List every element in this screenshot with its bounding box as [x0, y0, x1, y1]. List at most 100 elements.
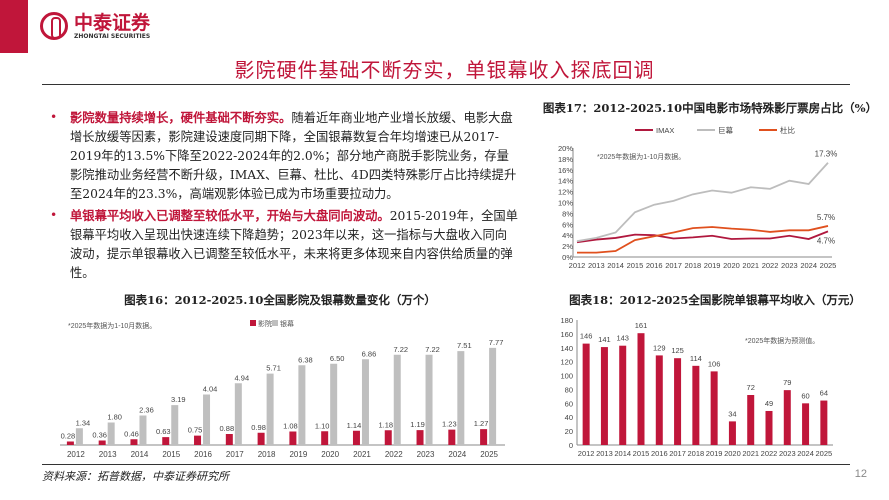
- y-tick-label: 40: [565, 413, 573, 422]
- bar: [783, 390, 791, 445]
- x-tick-label: 2019: [289, 450, 307, 459]
- data-label: 1.27: [474, 419, 489, 428]
- data-label: 6.38: [298, 355, 313, 364]
- x-tick-label: 2020: [723, 261, 740, 270]
- bar-银幕: [75, 428, 83, 445]
- legend-swatch: [272, 320, 278, 326]
- data-label: 2.36: [139, 406, 154, 415]
- y-tick-label: 80: [565, 385, 573, 394]
- x-tick-label: 2021: [742, 261, 759, 270]
- series-line-巨幕: [576, 162, 829, 243]
- y-tick-label: 160: [560, 330, 573, 339]
- x-tick-label: 2018: [688, 449, 705, 458]
- bar: [820, 400, 828, 445]
- data-label: 49: [765, 399, 773, 408]
- data-label: 60: [801, 391, 809, 400]
- data-label: 4.04: [203, 385, 218, 394]
- data-label: 161: [635, 321, 648, 330]
- bar-影院: [416, 430, 424, 445]
- end-data-label: 5.7%: [817, 213, 835, 222]
- data-label: 1.19: [410, 420, 425, 429]
- legend-label: 杜比: [780, 125, 795, 135]
- data-label: 7.22: [393, 345, 408, 354]
- x-tick-label: 2014: [131, 450, 149, 459]
- data-label: 6.50: [330, 354, 345, 363]
- bar: [710, 371, 718, 445]
- x-tick-label: 2015: [162, 450, 180, 459]
- x-tick-label: 2019: [706, 449, 723, 458]
- chart17-line-chart: 0% 2% 4% 6% 8%10% 12% 14% 16% 18% 20% 2012 2013 2014…: [558, 125, 837, 270]
- x-tick-label: 2014: [614, 449, 631, 458]
- bar-银幕: [361, 359, 369, 445]
- data-label: 5.71: [266, 364, 281, 373]
- data-label: 7.51: [457, 341, 472, 350]
- data-label: 129: [653, 343, 666, 352]
- page-number: 12: [854, 468, 867, 480]
- x-tick-label: 2017: [665, 261, 682, 270]
- x-tick-label: 2014: [607, 261, 624, 270]
- bar: [802, 403, 810, 445]
- y-tick-label: 20%: [558, 144, 573, 153]
- bar: [747, 395, 755, 445]
- series-line-IMAX: [576, 230, 829, 244]
- x-tick-label: 2023: [779, 449, 796, 458]
- x-tick-label: 2022: [762, 261, 779, 270]
- data-label: 125: [671, 346, 684, 355]
- bar: [674, 358, 682, 445]
- data-label: 0.88: [220, 424, 235, 433]
- y-tick-label: 20: [565, 427, 573, 436]
- y-tick-label: 140: [560, 344, 573, 353]
- bar-银幕: [425, 354, 433, 445]
- legend-swatch: [250, 320, 256, 326]
- bar-银幕: [203, 394, 211, 445]
- bar-影院: [66, 441, 74, 445]
- data-label: 141: [598, 335, 611, 344]
- bar-影院: [257, 432, 265, 445]
- bar-影院: [321, 431, 329, 445]
- data-label: 79: [783, 378, 791, 387]
- bar: [692, 365, 700, 445]
- bullet-2-text: 2015-2019年，全国单银幕平均收入呈现出快速连续下降趋势；2023年以来，…: [70, 209, 518, 280]
- data-label: 64: [820, 389, 828, 398]
- data-label: 1.18: [378, 420, 393, 429]
- bar-银幕: [330, 363, 338, 445]
- bar: [765, 410, 773, 445]
- x-tick-label: 2018: [685, 261, 702, 270]
- x-tick-label: 2025: [816, 449, 833, 458]
- data-label: 6.86: [362, 349, 377, 358]
- y-tick-label: 12%: [558, 188, 573, 197]
- chart-note: *2025年数据为1-10月数据。: [597, 152, 685, 161]
- data-label: 1.08: [283, 422, 298, 431]
- bullet-2-highlight: 单银幕平均收入已调整至较低水平，开始与大盘同向波动。: [70, 208, 390, 223]
- bullet-1-highlight: 影院数量持续增长，硬件基础不断夯实。: [70, 110, 292, 125]
- data-label: 4.94: [235, 373, 250, 382]
- x-tick-label: 2024: [797, 449, 814, 458]
- data-label: 0.63: [156, 427, 171, 436]
- x-tick-label: 2024: [800, 261, 817, 270]
- chart17-title: 图表17：2012-2025.10中国电影市场特殊影厅票房占比（%）: [542, 101, 878, 115]
- data-label: 0.28: [61, 432, 76, 441]
- y-tick-label: 10%: [558, 199, 573, 208]
- series-line-杜比: [577, 225, 829, 254]
- x-tick-label: 2023: [781, 261, 798, 270]
- page-title: 影院硬件基础不断夯实，单银幕收入探底回调: [234, 58, 655, 82]
- logo-cn: 中泰证券: [74, 11, 151, 34]
- x-tick-label: 2017: [669, 449, 686, 458]
- bar-影院: [130, 439, 138, 445]
- data-label: 143: [616, 334, 629, 343]
- data-label: 3.19: [171, 395, 186, 404]
- y-tick-label: 0: [569, 441, 573, 450]
- legend-label: 影院: [258, 319, 272, 328]
- chart-note: *2025年数据为预测值。: [745, 336, 819, 345]
- data-label: 7.22: [425, 345, 440, 354]
- data-label: 106: [708, 359, 721, 368]
- data-label: 1.80: [107, 413, 122, 422]
- chart16-title: 图表16：2012-2025.10全国影院及银幕数量变化（万个）: [124, 293, 436, 307]
- chart-note: *2025年数据为1-10月数据。: [68, 321, 156, 330]
- x-tick-label: 2025: [820, 261, 837, 270]
- chart18-title: 图表18：2012-2025全国影院单银幕平均收入（万元）: [569, 293, 861, 307]
- y-tick-label: 6%: [562, 220, 573, 229]
- x-tick-label: 2019: [704, 261, 721, 270]
- bar: [582, 343, 590, 445]
- y-tick-label: 8%: [562, 209, 573, 218]
